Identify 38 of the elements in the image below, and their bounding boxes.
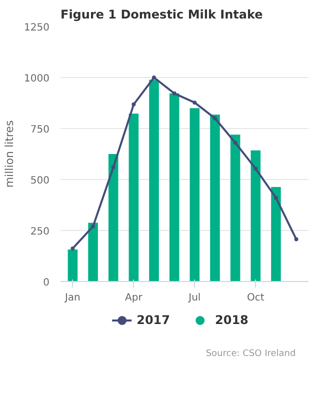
source-note: Source: CSO Ireland [206, 348, 296, 359]
bar [250, 150, 261, 282]
legend-label: 2017 [136, 313, 170, 327]
bar [210, 114, 220, 282]
y-tick-label: 1250 [24, 22, 50, 34]
point [274, 196, 278, 200]
bar [190, 108, 200, 282]
y-tick-label: 750 [30, 124, 50, 136]
point [212, 116, 217, 120]
bar [128, 114, 139, 282]
point [70, 246, 75, 250]
point [294, 237, 298, 242]
y-tick-label: 250 [30, 226, 50, 238]
bar [271, 187, 281, 282]
bar [230, 134, 240, 282]
bar [88, 222, 98, 282]
x-tick-label: Apr [125, 292, 144, 304]
legend-label: 2018 [215, 313, 248, 327]
point [152, 76, 156, 80]
y-axis-title: million litres [3, 120, 16, 188]
point [254, 166, 258, 171]
point [192, 100, 197, 105]
bar [149, 80, 159, 282]
point [132, 102, 136, 106]
bar [68, 249, 78, 282]
point [91, 224, 96, 228]
x-tick-label: Jul [188, 292, 201, 304]
x-tick-label: Jan [64, 292, 80, 304]
point [172, 91, 176, 96]
point [233, 140, 238, 145]
point [111, 165, 116, 170]
y-tick-label: 0 [43, 278, 50, 288]
bar [169, 93, 180, 282]
y-tick-label: 500 [30, 176, 50, 186]
chart-title: Figure 1 Domestic Milk Intake [60, 8, 263, 22]
y-tick-label: 1000 [24, 74, 50, 84]
x-tick-label: Oct [247, 292, 264, 304]
bar [108, 154, 118, 282]
